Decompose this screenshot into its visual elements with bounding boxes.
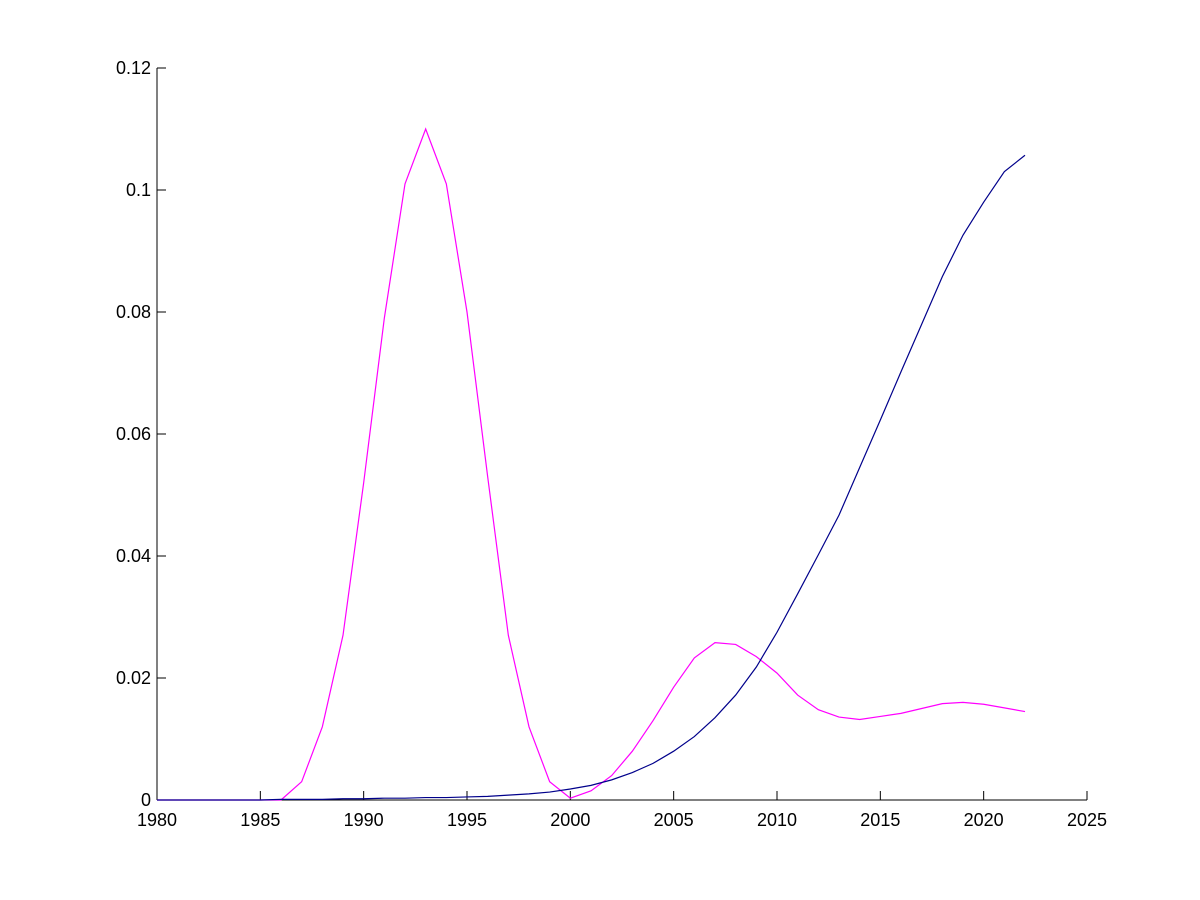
y-tick-label: 0 bbox=[141, 790, 151, 810]
x-tick-label: 2020 bbox=[964, 810, 1004, 830]
x-tick-label: 1990 bbox=[344, 810, 384, 830]
y-tick-label: 0.06 bbox=[116, 424, 151, 444]
y-tick-label: 0.02 bbox=[116, 668, 151, 688]
y-tick-label: 0.08 bbox=[116, 302, 151, 322]
x-tick-label: 1995 bbox=[447, 810, 487, 830]
series-line bbox=[157, 154, 1026, 801]
x-tick-label: 2025 bbox=[1067, 810, 1107, 830]
x-tick-label: 1980 bbox=[137, 810, 177, 830]
x-tick-label: 2000 bbox=[550, 810, 590, 830]
x-tick-label: 2005 bbox=[654, 810, 694, 830]
x-tick-label: 2010 bbox=[757, 810, 797, 830]
y-tick-label: 0.12 bbox=[116, 58, 151, 78]
y-tick-label: 0.1 bbox=[126, 180, 151, 200]
x-tick-label: 2015 bbox=[860, 810, 900, 830]
x-tick-label: 1985 bbox=[240, 810, 280, 830]
series-line bbox=[157, 127, 1026, 801]
y-tick-label: 0.04 bbox=[116, 546, 151, 566]
